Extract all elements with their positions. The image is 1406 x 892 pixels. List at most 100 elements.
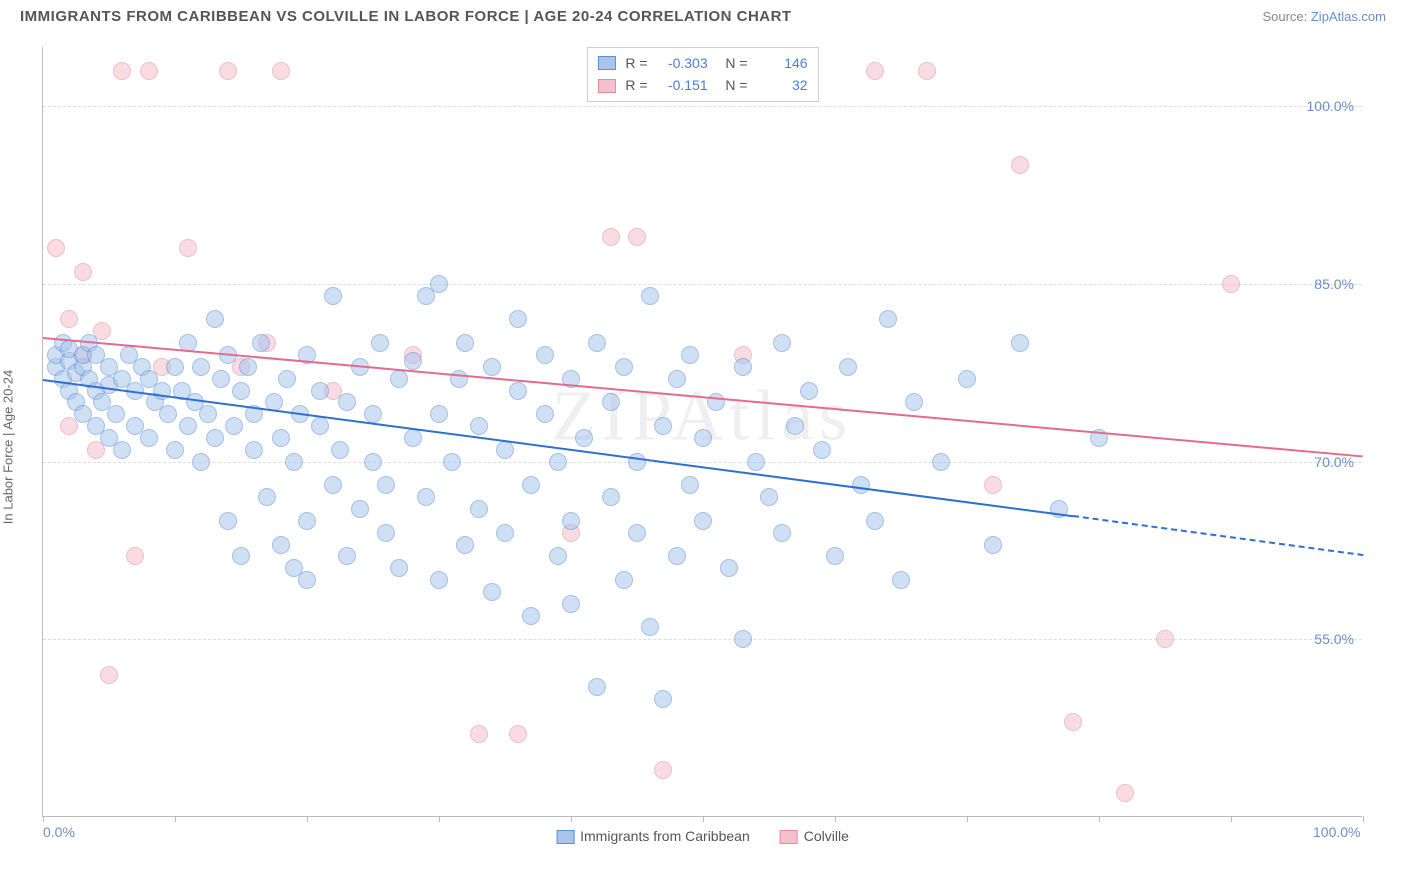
scatter-point xyxy=(456,536,474,554)
stats-row: R = -0.151 N = 32 xyxy=(597,74,807,96)
stat-n-label: N = xyxy=(718,74,748,96)
scatter-point xyxy=(272,62,290,80)
stat-n-value: 146 xyxy=(758,52,808,74)
y-tick-label: 85.0% xyxy=(1314,276,1354,292)
scatter-point xyxy=(641,287,659,305)
scatter-point xyxy=(747,453,765,471)
scatter-point xyxy=(496,524,514,542)
x-tick xyxy=(835,816,836,822)
legend-item: Colville xyxy=(780,828,849,844)
scatter-point xyxy=(1222,275,1240,293)
scatter-point xyxy=(364,405,382,423)
gridline xyxy=(43,462,1362,463)
scatter-point xyxy=(602,488,620,506)
scatter-point xyxy=(852,476,870,494)
scatter-point xyxy=(219,62,237,80)
scatter-point xyxy=(364,453,382,471)
legend-swatch xyxy=(556,830,574,844)
plot-area: ZIPAtlas 55.0%70.0%85.0%100.0%0.0%100.0%… xyxy=(42,47,1362,817)
x-tick xyxy=(571,816,572,822)
scatter-point xyxy=(826,547,844,565)
scatter-point xyxy=(958,370,976,388)
scatter-point xyxy=(694,512,712,530)
stat-n-value: 32 xyxy=(758,74,808,96)
x-axis-label: 100.0% xyxy=(1313,824,1360,840)
scatter-point xyxy=(371,334,389,352)
scatter-point xyxy=(984,476,1002,494)
scatter-point xyxy=(311,417,329,435)
scatter-point xyxy=(192,453,210,471)
scatter-point xyxy=(628,228,646,246)
scatter-point xyxy=(1011,334,1029,352)
scatter-point xyxy=(417,488,435,506)
scatter-point xyxy=(404,429,422,447)
scatter-point xyxy=(522,476,540,494)
scatter-point xyxy=(60,310,78,328)
scatter-point xyxy=(225,417,243,435)
scatter-point xyxy=(1011,156,1029,174)
scatter-point xyxy=(232,382,250,400)
scatter-point xyxy=(443,453,461,471)
y-tick-label: 100.0% xyxy=(1307,98,1354,114)
scatter-point xyxy=(628,453,646,471)
scatter-point xyxy=(219,512,237,530)
scatter-point xyxy=(245,441,263,459)
scatter-point xyxy=(905,393,923,411)
scatter-point xyxy=(1064,713,1082,731)
scatter-point xyxy=(668,370,686,388)
scatter-point xyxy=(311,382,329,400)
scatter-point xyxy=(760,488,778,506)
scatter-point xyxy=(390,559,408,577)
x-tick xyxy=(1099,816,1100,822)
scatter-point xyxy=(239,358,257,376)
scatter-point xyxy=(641,618,659,636)
scatter-point xyxy=(272,429,290,447)
scatter-point xyxy=(278,370,296,388)
source-link[interactable]: ZipAtlas.com xyxy=(1311,9,1386,24)
x-tick xyxy=(967,816,968,822)
scatter-point xyxy=(522,607,540,625)
stat-r-label: R = xyxy=(625,74,647,96)
scatter-point xyxy=(324,287,342,305)
scatter-point xyxy=(575,429,593,447)
scatter-point xyxy=(140,429,158,447)
scatter-point xyxy=(206,310,224,328)
scatter-point xyxy=(932,453,950,471)
scatter-point xyxy=(786,417,804,435)
x-tick xyxy=(703,816,704,822)
scatter-point xyxy=(47,239,65,257)
scatter-point xyxy=(720,559,738,577)
stat-r-value: -0.151 xyxy=(658,74,708,96)
scatter-point xyxy=(773,334,791,352)
scatter-point xyxy=(456,334,474,352)
scatter-point xyxy=(483,358,501,376)
gridline xyxy=(43,106,1362,107)
scatter-point xyxy=(734,630,752,648)
scatter-point xyxy=(536,346,554,364)
source-prefix: Source: xyxy=(1262,9,1310,24)
scatter-point xyxy=(1116,784,1134,802)
scatter-point xyxy=(892,571,910,589)
scatter-point xyxy=(839,358,857,376)
scatter-point xyxy=(285,453,303,471)
x-tick xyxy=(175,816,176,822)
scatter-point xyxy=(324,476,342,494)
scatter-point xyxy=(654,417,672,435)
scatter-point xyxy=(668,547,686,565)
scatter-point xyxy=(113,441,131,459)
stat-n-label: N = xyxy=(718,52,748,74)
scatter-point xyxy=(588,678,606,696)
stats-legend: R =-0.303 N =146R =-0.151 N =32 xyxy=(586,47,818,102)
scatter-point xyxy=(404,352,422,370)
x-tick xyxy=(1231,816,1232,822)
scatter-point xyxy=(179,239,197,257)
scatter-point xyxy=(496,441,514,459)
scatter-point xyxy=(509,382,527,400)
x-tick xyxy=(43,816,44,822)
scatter-point xyxy=(602,228,620,246)
scatter-point xyxy=(866,512,884,530)
scatter-point xyxy=(483,583,501,601)
scatter-point xyxy=(107,405,125,423)
scatter-point xyxy=(430,275,448,293)
x-axis-label: 0.0% xyxy=(43,824,75,840)
